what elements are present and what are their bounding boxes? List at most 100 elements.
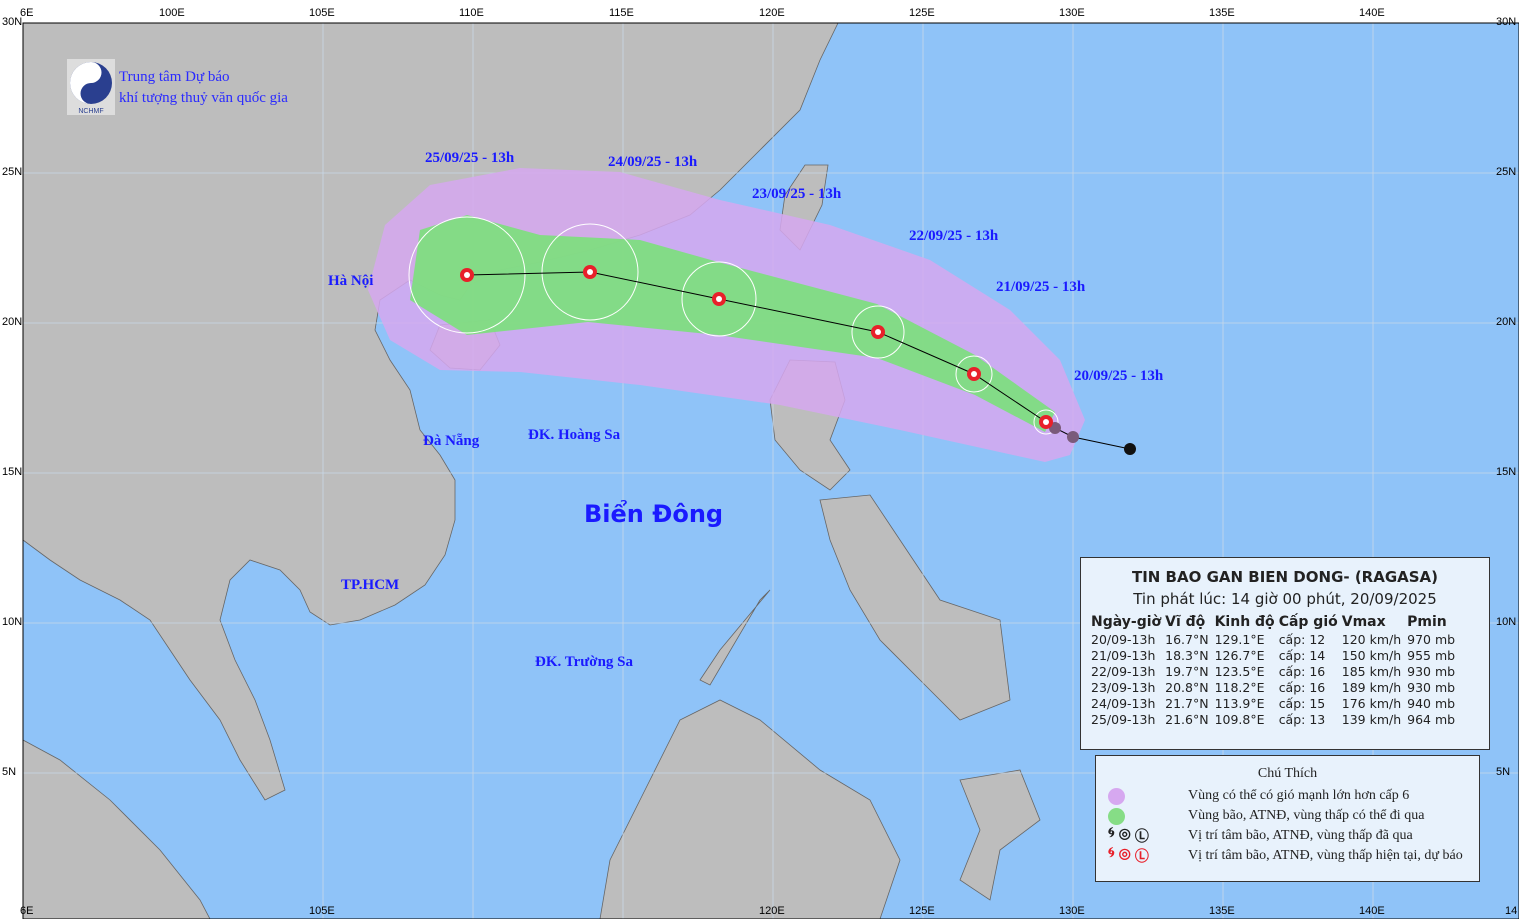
lon-tick-label: 6E (20, 7, 34, 19)
forecast-storm-icon (460, 268, 474, 282)
table-cell: 955 mb (1407, 648, 1456, 663)
table-cell: 123.5°E (1214, 664, 1265, 679)
table-cell: cấp: 16 (1278, 680, 1326, 695)
forecast-label: 23/09/25 - 13h (752, 186, 842, 202)
low-past-icon: Ⓛ (1134, 830, 1149, 845)
table-row: 22/09-13h 19.7°N 123.5°E cấp: 16 185 km/h 930… (1091, 664, 1461, 680)
storm-radius-circles (408, 216, 1059, 435)
table-cell: 185 km/h (1341, 664, 1402, 679)
depression-current-icon: ◎ (1118, 847, 1131, 862)
forecast-storm-icon (1039, 415, 1053, 429)
lon-tick-label: 120E (759, 905, 785, 917)
forecast-table: Ngày-giờ Vĩ độ Kinh độ Cấp gió Vmax Pmin 20/09… (1091, 614, 1461, 728)
lon-tick-label: 100E (159, 7, 185, 19)
legend-text: Vùng bão, ATNĐ, vùng thấp có thể đi qua (1188, 808, 1425, 823)
table-cell: 970 mb (1407, 632, 1456, 647)
green-circle-icon (1108, 807, 1125, 825)
forecast-radius-circle (681, 261, 757, 337)
lon-tick-label: 130E (1059, 7, 1085, 19)
borneo (599, 699, 901, 919)
visayas-mindanao (819, 494, 1011, 721)
table-cell: 16.7°N (1165, 632, 1209, 647)
table-cell: 22/09-13h (1091, 664, 1156, 679)
table-cell: 20/09-13h (1091, 632, 1156, 647)
table-header: Kinh độ (1214, 614, 1275, 630)
label-hcm: TP.HCM (341, 577, 400, 593)
axis-frame (22, 22, 1519, 919)
table-cell: 18.3°N (1165, 648, 1209, 663)
forecast-label: 24/09/25 - 13h (608, 154, 698, 170)
table-cell: 176 km/h (1341, 696, 1402, 711)
forecast-radius-circle (955, 355, 993, 393)
label-truongsa: ĐK. Trường Sa (535, 654, 634, 670)
table-header: Vmax (1341, 614, 1386, 630)
lat-tick-label: 5N (1496, 766, 1511, 778)
label-hanoi: Hà Nội (328, 273, 374, 289)
table-cell: 20.8°N (1165, 680, 1209, 695)
table-cell: cấp: 16 (1278, 664, 1326, 679)
table-cell: 129.1°E (1214, 632, 1265, 647)
lat-tick-label: 15N (2, 466, 23, 478)
lat-tick-label: 20N (1496, 316, 1517, 328)
table-cell: 139 km/h (1341, 712, 1402, 727)
lon-tick-label: 135E (1209, 905, 1235, 917)
forecast-storm-icon (967, 367, 981, 381)
low-current-icon: Ⓛ (1134, 850, 1149, 865)
label-bien-dong: Biển Đông (584, 500, 724, 528)
table-row: 25/09-13h 21.6°N 109.8°E cấp: 13 139 km/h 964… (1091, 712, 1461, 728)
table-cell: cấp: 12 (1278, 632, 1326, 647)
table-header: Vĩ độ (1165, 614, 1206, 630)
storm-current-icon: 🌀︎ (1108, 846, 1115, 861)
table-row: 24/09-13h 21.7°N 113.9°E cấp: 15 176 km/h 940… (1091, 696, 1461, 712)
table-cell: 21.6°N (1165, 712, 1209, 727)
table-cell: 189 km/h (1341, 680, 1402, 695)
forecast-label: 20/09/25 - 13h (1074, 368, 1164, 384)
legend-item: Vùng có thể có gió mạnh lớn hơn cấp 6 (1096, 786, 1479, 806)
legend-text: Vị trí tâm bão, ATNĐ, vùng thấp hiện tại… (1188, 848, 1463, 863)
depression-past-icon: ◎ (1118, 827, 1131, 842)
forecast-radius-circle (851, 305, 905, 359)
info-subtitle: Tin phát lúc: 14 giờ 00 phút, 20/09/2025 (1133, 590, 1437, 608)
table-header: Cấp gió (1278, 614, 1338, 630)
table-cell: 940 mb (1407, 696, 1456, 711)
lon-tick-label: 140E (1359, 7, 1385, 19)
table-cell: 150 km/h (1341, 648, 1402, 663)
forecast-storm-icon (871, 325, 885, 339)
table-cell: 19.7°N (1165, 664, 1209, 679)
org-line2: khí tượng thuỷ văn quốc gia (119, 90, 288, 106)
palawan (699, 589, 771, 686)
forecast-label: 21/09/25 - 13h (996, 279, 1086, 295)
lon-tick-label: 14 (1505, 905, 1518, 917)
table-cell: 23/09-13h (1091, 680, 1156, 695)
purple-circle-icon (1108, 787, 1125, 805)
lon-tick-label: 135E (1209, 7, 1235, 19)
table-header: Ngày-giờ (1091, 614, 1162, 630)
lon-tick-label: 110E (459, 7, 484, 19)
lat-tick-label: 10N (1496, 616, 1517, 628)
lon-tick-label: 130E (1059, 905, 1085, 917)
legend-item: 🌀︎ ◎ Ⓛ Vị trí tâm bão, ATNĐ, vùng thấp hiện… (1096, 846, 1479, 866)
org-name: Trung tâm Dự báo khí tượng thuỷ văn quốc … (119, 67, 288, 109)
forecast-label: 25/09/25 - 13h (425, 150, 515, 166)
lon-tick-label: 125E (909, 905, 935, 917)
org-line1: Trung tâm Dự báo (119, 69, 230, 85)
lon-tick-label: 105E (309, 7, 335, 19)
label-danang: Đà Nẵng (423, 433, 480, 449)
sumatra (22, 739, 211, 919)
lon-tick-label: 105E (309, 905, 335, 917)
table-cell: cấp: 13 (1278, 712, 1326, 727)
table-cell: 21.7°N (1165, 696, 1209, 711)
lat-tick-label: 25N (2, 166, 23, 178)
nchmf-logo: NCHMF (67, 59, 115, 115)
lon-tick-label: 125E (909, 7, 935, 19)
legend-item: Vùng bão, ATNĐ, vùng thấp có thể đi qua (1096, 806, 1479, 826)
forecast-radius-circle (541, 223, 639, 321)
past-storm-icon (1067, 431, 1079, 443)
legend-title: Chú Thích (1257, 766, 1318, 781)
forecast-storm-icon (712, 292, 726, 306)
past-storm-icon (1124, 443, 1136, 455)
svg-text:NCHMF: NCHMF (78, 108, 103, 115)
lat-tick-label: 25N (1496, 166, 1517, 178)
storm-info-box: TIN BAO GAN BIEN DONG- (RAGASA) Tin phát… (1080, 557, 1490, 750)
